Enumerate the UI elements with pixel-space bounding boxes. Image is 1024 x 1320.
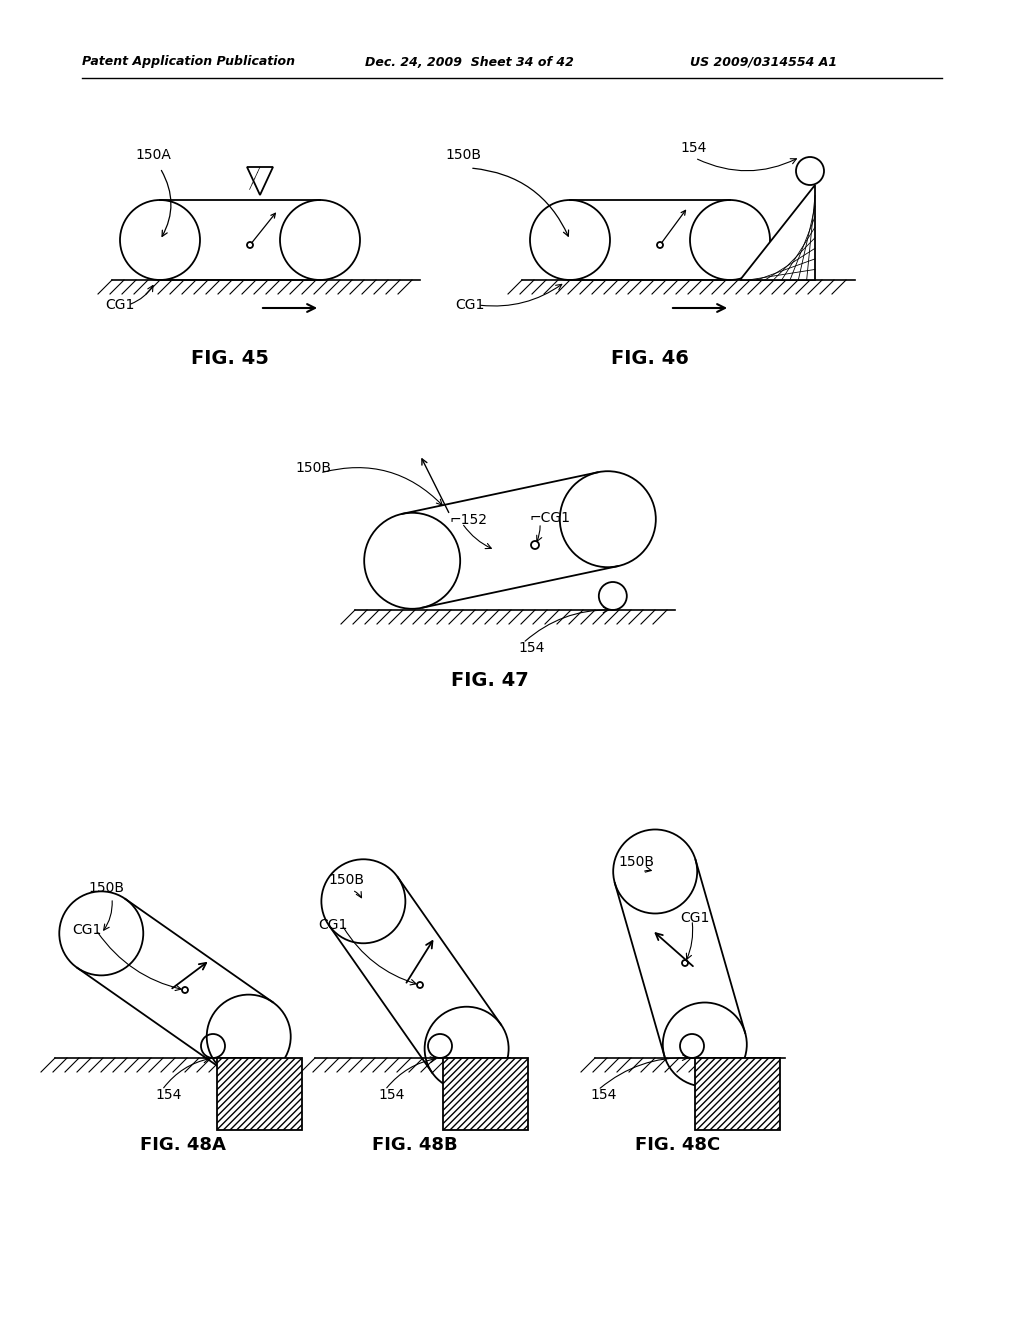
Text: FIG. 46: FIG. 46 — [611, 348, 689, 367]
Text: FIG. 45: FIG. 45 — [191, 348, 269, 367]
Text: 150B: 150B — [295, 461, 331, 475]
Text: 154: 154 — [378, 1088, 404, 1102]
Text: 154: 154 — [680, 141, 707, 154]
Text: CG1: CG1 — [455, 298, 484, 312]
Text: 154: 154 — [155, 1088, 181, 1102]
Text: FIG. 47: FIG. 47 — [452, 671, 528, 689]
Text: ⌐152: ⌐152 — [450, 513, 488, 527]
Text: FIG. 48A: FIG. 48A — [140, 1137, 226, 1154]
Text: Patent Application Publication: Patent Application Publication — [82, 55, 295, 69]
Text: CG1: CG1 — [72, 923, 101, 937]
Text: 150B: 150B — [445, 148, 481, 162]
Text: Dec. 24, 2009  Sheet 34 of 42: Dec. 24, 2009 Sheet 34 of 42 — [365, 55, 573, 69]
Bar — [695, 1059, 780, 1130]
Text: FIG. 48B: FIG. 48B — [372, 1137, 458, 1154]
Text: 150B: 150B — [88, 880, 124, 895]
Polygon shape — [740, 185, 815, 280]
Text: ⌐CG1: ⌐CG1 — [530, 511, 571, 525]
Bar — [217, 1059, 302, 1130]
Text: CG1: CG1 — [105, 298, 134, 312]
Text: 154: 154 — [518, 642, 545, 655]
Text: US 2009/0314554 A1: US 2009/0314554 A1 — [690, 55, 838, 69]
Text: CG1: CG1 — [318, 917, 347, 932]
Text: 154: 154 — [590, 1088, 616, 1102]
Polygon shape — [247, 168, 273, 195]
Text: 150A: 150A — [135, 148, 171, 162]
Text: CG1: CG1 — [680, 911, 710, 925]
Bar — [443, 1059, 528, 1130]
Text: FIG. 48C: FIG. 48C — [635, 1137, 721, 1154]
Text: 150B: 150B — [328, 873, 364, 887]
Text: 150B: 150B — [618, 855, 654, 869]
